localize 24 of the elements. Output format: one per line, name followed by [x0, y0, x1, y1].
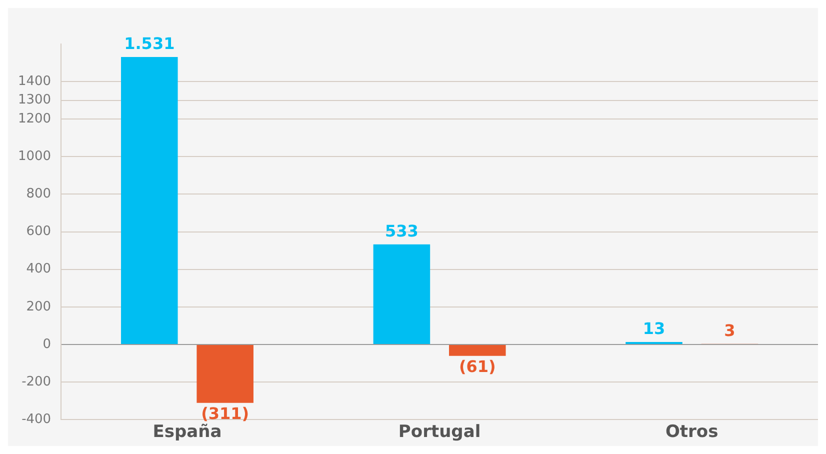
y-tick-label: 0 [42, 336, 52, 352]
y-tick-label: 600 [26, 224, 52, 240]
y-tick-label: 1300 [18, 92, 52, 108]
x-tick-label: España [152, 422, 222, 442]
x-tick-label: Portugal [398, 422, 481, 442]
y-tick-label: 1400 [18, 74, 52, 89]
data-label: 533 [384, 222, 418, 241]
y-tick-label: -200 [22, 374, 52, 390]
y-tick-label: 1000 [18, 149, 52, 164]
bar [449, 344, 506, 356]
bar [196, 344, 254, 403]
bar [121, 56, 178, 344]
y-tick-label: 200 [26, 299, 52, 314]
data-label: 3 [724, 321, 736, 340]
data-label: 13 [642, 319, 666, 338]
x-tick-label: Otros [665, 422, 718, 442]
y-tick-label: 800 [26, 186, 52, 202]
data-label: (311) [201, 404, 250, 424]
y-tick-label: 1200 [18, 111, 52, 126]
bar [373, 244, 430, 344]
y-tick-label: 400 [26, 262, 52, 277]
data-label: (61) [458, 357, 496, 376]
y-tick-label: -400 [22, 412, 52, 427]
data-label: 1.531 [124, 34, 175, 54]
